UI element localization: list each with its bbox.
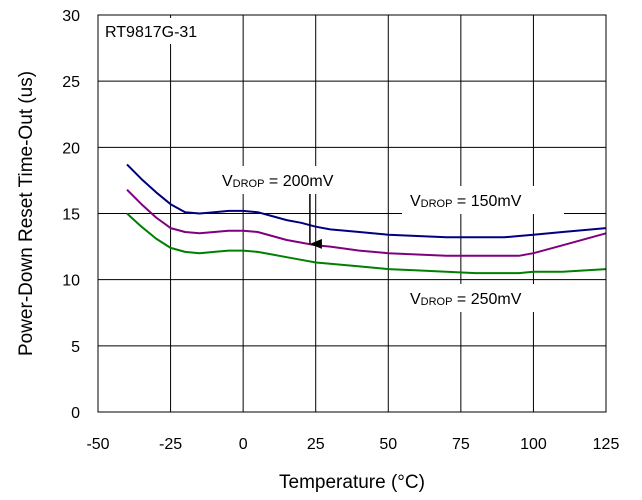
x-tick-label: -50 <box>86 436 109 453</box>
y-tick-label: 30 <box>62 8 80 25</box>
x-tick-label: 125 <box>593 436 620 453</box>
plot-frame <box>97 14 607 413</box>
y-tick-label: 10 <box>62 273 80 290</box>
annotation-bg-150mv <box>402 186 564 214</box>
chart-title: RT9817G-31 <box>105 24 197 41</box>
x-axis-label: Temperature (°C) <box>279 472 425 493</box>
annotation-bg-250mv <box>402 284 564 312</box>
annotation-vdrop-200mv: VDROP = 200mV <box>222 173 334 190</box>
y-tick-label: 15 <box>62 207 80 224</box>
series-line <box>126 212 607 275</box>
series-lines <box>126 163 607 275</box>
x-tick-label: 100 <box>520 436 547 453</box>
series-line <box>126 188 607 257</box>
y-tick-label: 20 <box>62 140 80 157</box>
x-tick-label: 25 <box>307 436 325 453</box>
annotation-bg-200mv <box>218 166 380 194</box>
series-line <box>126 163 607 239</box>
tick-labels: -50 -25 0 25 50 75 100 125 0 5 10 15 20 25 30 <box>62 8 619 453</box>
annotation-vdrop-150mv: VDROP = 150mV <box>410 193 522 210</box>
x-tick-label: 0 <box>239 436 248 453</box>
y-tick-label: 5 <box>71 339 80 356</box>
x-tick-label: 75 <box>452 436 470 453</box>
annotation-vdrop-250mv: VDROP = 250mV <box>410 291 522 308</box>
title-box <box>101 18 229 44</box>
y-tick-label: 0 <box>71 405 80 422</box>
x-tick-label: -25 <box>159 436 182 453</box>
y-tick-label: 25 <box>62 74 80 91</box>
y-axis-label: Power-Down Reset Time-Out (us) <box>16 71 37 356</box>
x-tick-label: 50 <box>379 436 397 453</box>
